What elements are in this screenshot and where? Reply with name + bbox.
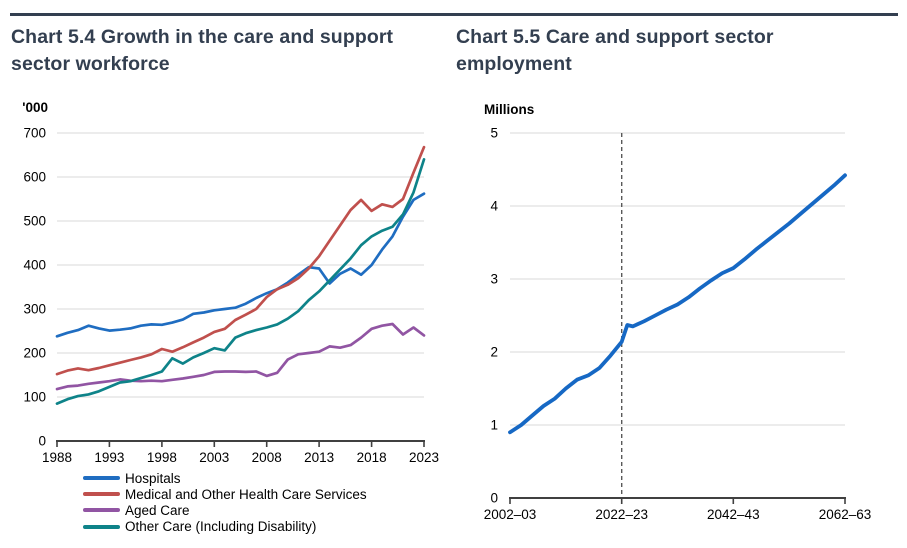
legend-item-other-care: Other Care (Including Disability) — [83, 519, 367, 535]
y-tick-label: 400 — [23, 258, 46, 273]
legend-label-other-care: Other Care (Including Disability) — [125, 519, 317, 535]
line-series — [55, 192, 426, 338]
axis-unit-label: '000 — [22, 100, 48, 115]
legend-label-hospitals: Hospitals — [125, 470, 181, 486]
axis-unit-label: Millions — [484, 102, 534, 117]
chart-5-5-plot: 2002–03 2022–23 2042–43 2062–63 0 1 2 3 4 5 Millio… — [484, 102, 872, 522]
x-tick-label: 1988 — [42, 450, 72, 465]
legend-swatch-medical — [83, 492, 120, 497]
chart-5-4-title: Chart 5.4 Growth in the care and support… — [11, 26, 394, 75]
y-tick-label: 3 — [490, 272, 498, 287]
x-tick-label: 2023 — [409, 450, 439, 465]
legend-swatch-aged-care — [83, 508, 120, 513]
line-series — [55, 158, 426, 405]
y-tick-label: 4 — [490, 199, 498, 214]
x-tick-label: 1998 — [147, 450, 177, 465]
y-tick-label: 600 — [23, 170, 46, 185]
chart-5-4-legend: Hospitals Medical and Other Health Care … — [83, 470, 367, 535]
y-tick-label: 1 — [490, 418, 498, 433]
x-tick-label: 2022–23 — [595, 507, 648, 522]
legend-item-hospitals: Hospitals — [83, 470, 367, 486]
x-tick-label: 1993 — [94, 450, 124, 465]
x-tick-label: 2062–63 — [819, 507, 872, 522]
y-tick-label: 0 — [490, 491, 498, 506]
y-tick-label: 200 — [23, 346, 46, 361]
legend-swatch-other-care — [83, 524, 120, 529]
legend-item-medical: Medical and Other Health Care Services — [83, 486, 367, 502]
legend-item-aged-care: Aged Care — [83, 502, 367, 518]
x-tick-label: 2003 — [199, 450, 229, 465]
x-tick-label: 2042–43 — [707, 507, 760, 522]
y-tick-label: 700 — [23, 126, 46, 141]
line-series — [508, 173, 847, 435]
line-series — [55, 145, 426, 376]
y-tick-label: 300 — [23, 302, 46, 317]
x-tick-label: 2002–03 — [484, 507, 537, 522]
section-top-rule — [10, 13, 898, 16]
chart-5-5-title: Chart 5.5 Care and support sector employ… — [456, 26, 774, 75]
y-tick-label: 100 — [23, 390, 46, 405]
legend-label-medical: Medical and Other Health Care Services — [125, 486, 367, 502]
y-tick-label: 5 — [490, 126, 498, 141]
line-series — [55, 322, 426, 391]
legend-label-aged-care: Aged Care — [125, 502, 190, 518]
y-tick-label: 2 — [490, 345, 498, 360]
x-tick-label: 2008 — [252, 450, 282, 465]
chart-5-4-plot: 1988 1993 1998 2003 2008 2013 2018 2023 0 100 200 3… — [22, 100, 439, 465]
x-tick-label: 2018 — [357, 450, 387, 465]
y-tick-label: 0 — [38, 434, 46, 449]
legend-swatch-hospitals — [83, 476, 120, 481]
y-tick-label: 500 — [23, 214, 46, 229]
x-tick-label: 2013 — [304, 450, 334, 465]
